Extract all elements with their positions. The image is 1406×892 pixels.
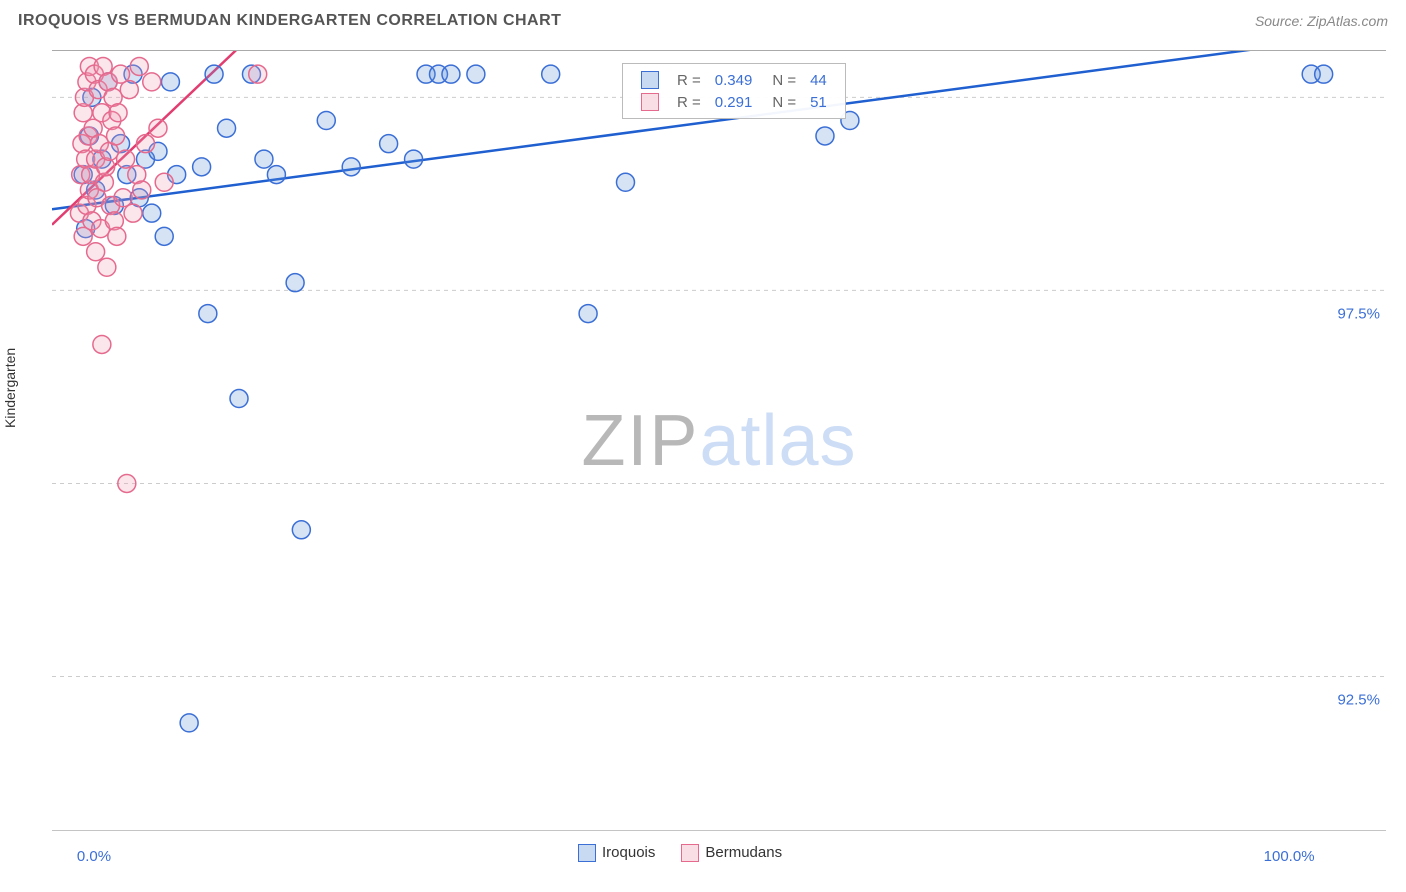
data-point [161,73,179,91]
data-point [255,150,273,168]
legend-swatch [681,844,699,862]
stats-legend-row: R =0.291N =51 [635,92,833,112]
data-point [193,158,211,176]
r-label: R = [671,92,707,112]
stats-legend: R =0.349N =44R =0.291N =51 [622,63,846,119]
data-point [87,243,105,261]
data-point [107,127,125,145]
data-point [1315,65,1333,83]
legend-swatch [641,71,659,89]
chart-title: IROQUOIS VS BERMUDAN KINDERGARTEN CORREL… [18,12,561,30]
data-point [380,135,398,153]
y-tick-label: 97.5% [1337,305,1380,322]
data-point [249,65,267,83]
data-point [292,521,310,539]
series-legend: Iroquois Bermudans [560,844,790,862]
stats-legend-table: R =0.349N =44R =0.291N =51 [633,68,835,114]
n-label: N = [760,92,802,112]
chart-header: IROQUOIS VS BERMUDAN KINDERGARTEN CORREL… [0,0,1406,38]
y-axis-label: Kindergarten [2,348,18,428]
n-label: N = [760,70,802,90]
data-point [467,65,485,83]
data-point [180,714,198,732]
data-point [816,127,834,145]
data-point [133,181,151,199]
data-point [218,119,236,137]
stats-legend-row: R =0.349N =44 [635,70,833,90]
data-point [149,119,167,137]
scatter-plot: 92.5% 97.5% [52,51,1386,831]
y-tick-label: 92.5% [1337,692,1380,709]
data-point [117,150,135,168]
legend-label: Bermudans [705,844,782,861]
data-point [442,65,460,83]
data-point [155,173,173,191]
data-point [118,474,136,492]
data-point [405,150,423,168]
data-point [205,65,223,83]
data-point [143,204,161,222]
n-value: 51 [804,92,833,112]
data-point [342,158,360,176]
chart-area: 92.5%97.5% ZIPatlas R =0.349N =44R =0.29… [52,50,1386,830]
legend-label: Iroquois [602,844,655,861]
data-point [155,227,173,245]
data-point [124,204,142,222]
data-point [542,65,560,83]
data-point [109,104,127,122]
data-point [267,166,285,184]
data-point [108,227,126,245]
chart-source: Source: ZipAtlas.com [1255,13,1388,29]
data-point [93,335,111,353]
n-value: 44 [804,70,833,90]
data-point [199,305,217,323]
x-tick-label: 0.0% [77,848,111,865]
data-point [286,274,304,292]
data-point [120,81,138,99]
x-tick-label: 100.0% [1264,848,1315,865]
data-point [98,258,116,276]
r-value: 0.349 [709,70,759,90]
legend-swatch [578,844,596,862]
data-point [579,305,597,323]
data-point [317,112,335,130]
r-label: R = [671,70,707,90]
data-point [130,57,148,75]
data-point [114,189,132,207]
r-value: 0.291 [709,92,759,112]
legend-swatch [641,93,659,111]
data-point [230,390,248,408]
data-point [143,73,161,91]
data-point [137,135,155,153]
data-point [616,173,634,191]
